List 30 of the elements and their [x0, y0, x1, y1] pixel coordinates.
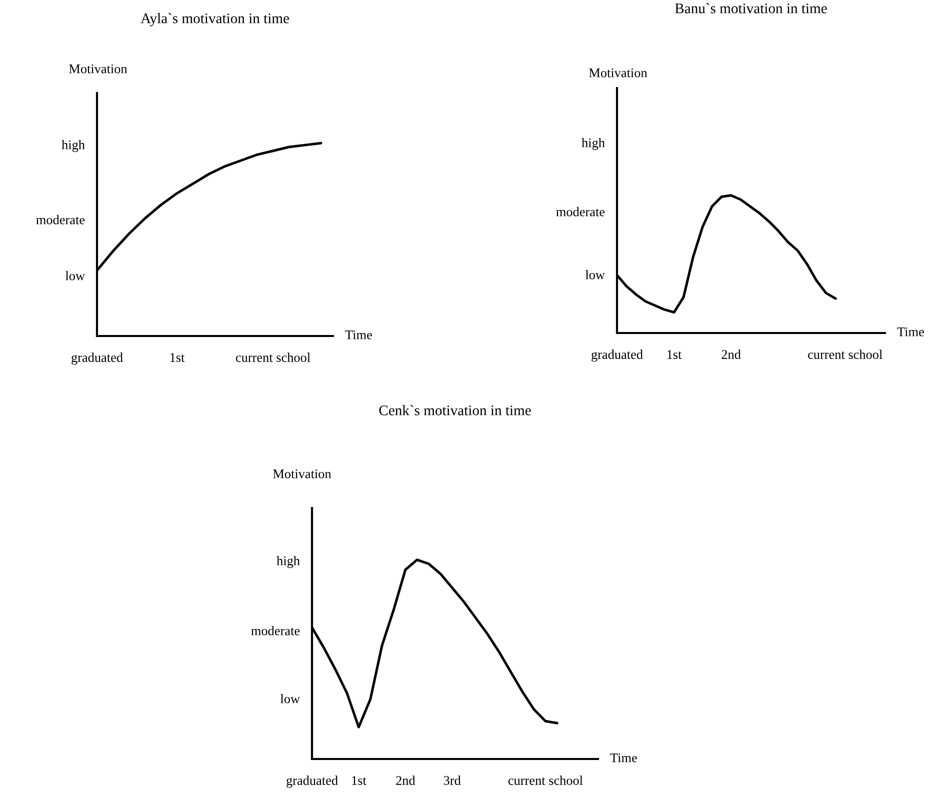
x-tick-label: graduated: [592, 350, 643, 362]
text: moderate: [556, 207, 605, 216]
x-tick-label: 1st: [667, 350, 682, 359]
text: low: [280, 694, 300, 704]
y-axis-title: Motivation: [589, 68, 648, 78]
x-tick-label: current school: [808, 350, 882, 359]
x-tick-label: graduated: [286, 776, 338, 788]
y-axis-title: Motivation: [273, 469, 332, 478]
text: low: [585, 270, 605, 280]
text: low: [65, 271, 85, 280]
chart-title: Ayla`s motivation in time: [140, 13, 289, 26]
chart-title: Cenk`s motivation in time: [379, 405, 531, 416]
y-axis-title: Motivation: [69, 64, 128, 74]
text: high: [582, 138, 605, 150]
text: high: [62, 140, 85, 152]
text: moderate: [251, 626, 300, 636]
x-tick-label: 2nd: [396, 776, 416, 785]
x-tick-label: graduated: [72, 352, 123, 365]
x-axis-title: Time: [345, 330, 372, 340]
x-tick-label: 3rd: [444, 776, 461, 785]
x-tick-label: current school: [508, 776, 583, 785]
x-tick-label: 1st: [352, 776, 366, 785]
x-axis-title: Time: [897, 327, 924, 336]
x-axis-title: Time: [610, 753, 637, 762]
x-tick-label: 2nd: [722, 350, 741, 359]
x-tick-label: current school: [236, 352, 310, 362]
x-tick-label: 1st: [170, 353, 185, 362]
text: moderate: [36, 215, 85, 224]
text: high: [276, 556, 300, 568]
chart-title: Banu`s motivation in time: [675, 3, 827, 14]
